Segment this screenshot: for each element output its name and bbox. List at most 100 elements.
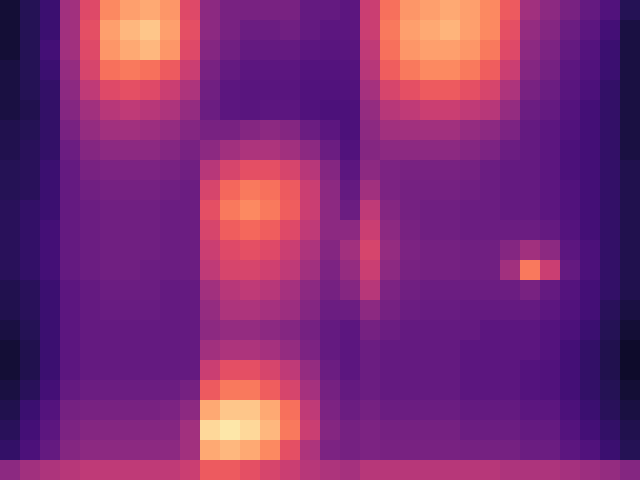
heatmap-cell (80, 40, 101, 61)
heatmap-cell (360, 180, 381, 201)
heatmap-cell (200, 140, 221, 161)
heatmap-cell (520, 0, 541, 21)
heatmap-cell (420, 340, 441, 361)
heatmap-cell (540, 460, 561, 480)
heatmap-cell (100, 360, 121, 381)
heatmap-cell (0, 80, 21, 101)
heatmap-cell (180, 220, 201, 241)
heatmap-cell (360, 460, 381, 480)
heatmap-cell (260, 260, 281, 281)
heatmap-cell (560, 80, 581, 101)
heatmap-cell (520, 280, 541, 301)
heatmap-cell (300, 420, 321, 441)
heatmap-cell (500, 200, 521, 221)
heatmap-cell (440, 300, 461, 321)
heatmap-cell (380, 140, 401, 161)
heatmap-cell (540, 160, 561, 181)
heatmap-cell (420, 360, 441, 381)
heatmap-cell (220, 360, 241, 381)
heatmap-cell (100, 280, 121, 301)
heatmap-cell (60, 240, 81, 261)
heatmap-cell (480, 400, 501, 421)
heatmap-cell (80, 380, 101, 401)
heatmap-cell (600, 260, 621, 281)
heatmap-cell (420, 100, 441, 121)
heatmap-cell (300, 240, 321, 261)
heatmap-cell (300, 60, 321, 81)
heatmap-cell (160, 220, 181, 241)
heatmap-cell (120, 160, 141, 181)
heatmap-cell (500, 360, 521, 381)
heatmap-cell (140, 80, 161, 101)
heatmap-cell (20, 100, 41, 121)
heatmap-cell (220, 120, 241, 141)
heatmap-cell (440, 420, 461, 441)
heatmap-cell (280, 340, 301, 361)
heatmap-cell (600, 360, 621, 381)
heatmap-cell (280, 40, 301, 61)
heatmap-cell (320, 20, 341, 41)
heatmap-cell (600, 140, 621, 161)
heatmap-cell (580, 400, 601, 421)
heatmap-cell (200, 280, 221, 301)
heatmap-cell (260, 340, 281, 361)
heatmap-cell (400, 20, 421, 41)
heatmap-cell (540, 100, 561, 121)
heatmap-cell (340, 80, 361, 101)
heatmap-cell (80, 300, 101, 321)
heatmap-cell (540, 140, 561, 161)
heatmap-cell (320, 60, 341, 81)
heatmap-cell (40, 200, 61, 221)
heatmap-cell (460, 240, 481, 261)
heatmap-cell (560, 120, 581, 141)
heatmap-cell (240, 320, 261, 341)
heatmap-cell (540, 40, 561, 61)
heatmap-cell (480, 60, 501, 81)
heatmap-cell (20, 140, 41, 161)
heatmap-cell (100, 260, 121, 281)
heatmap-cell (40, 260, 61, 281)
heatmap-cell (520, 400, 541, 421)
heatmap-cell (180, 160, 201, 181)
heatmap-cell (20, 300, 41, 321)
heatmap-cell (280, 120, 301, 141)
heatmap-cell (360, 240, 381, 261)
heatmap-cell (320, 180, 341, 201)
heatmap-cell (420, 120, 441, 141)
heatmap-cell (300, 300, 321, 321)
heatmap-cell (60, 100, 81, 121)
heatmap-cell (220, 240, 241, 261)
heatmap-cell (140, 240, 161, 261)
heatmap-cell (520, 380, 541, 401)
heatmap-cell (620, 20, 640, 41)
heatmap-cell (480, 240, 501, 261)
heatmap-cell (620, 320, 640, 341)
heatmap-cell (200, 240, 221, 261)
heatmap-cell (440, 40, 461, 61)
heatmap-cell (140, 400, 161, 421)
heatmap-cell (480, 260, 501, 281)
heatmap-cell (260, 140, 281, 161)
heatmap-cell (460, 340, 481, 361)
heatmap-cell (320, 40, 341, 61)
heatmap-cell (240, 200, 261, 221)
heatmap-cell (320, 260, 341, 281)
heatmap-cell (60, 120, 81, 141)
heatmap-cell (560, 400, 581, 421)
heatmap-cell (520, 420, 541, 441)
heatmap-cell (180, 200, 201, 221)
heatmap-cell (240, 340, 261, 361)
heatmap-cell (160, 260, 181, 281)
heatmap-cell (600, 460, 621, 480)
heatmap-cell (340, 20, 361, 41)
heatmap-cell (560, 460, 581, 480)
heatmap-cell (560, 100, 581, 121)
heatmap-cell (120, 140, 141, 161)
heatmap-cell (260, 40, 281, 61)
heatmap-cell (400, 440, 421, 461)
heatmap-cell (140, 60, 161, 81)
heatmap-cell (260, 400, 281, 421)
heatmap-cell (120, 240, 141, 261)
heatmap-cell (520, 200, 541, 221)
heatmap-cell (400, 200, 421, 221)
